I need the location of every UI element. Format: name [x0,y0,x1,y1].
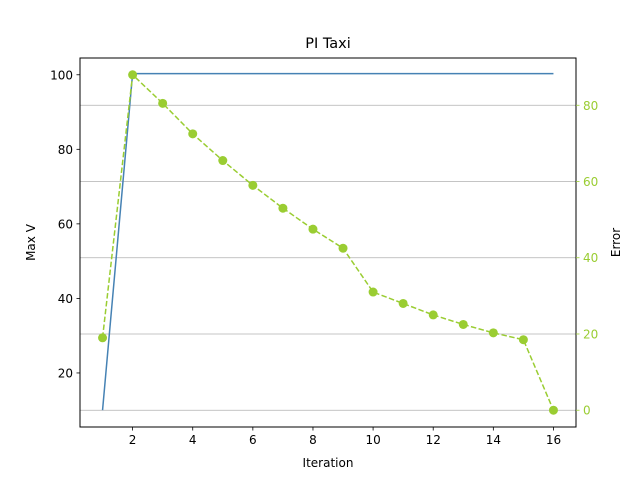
x-axis: 2 4 6 8 10 12 14 16 [129,427,561,447]
data-point-error [398,298,408,308]
series-layer [98,70,558,415]
y2-axis-label: Error [609,228,623,257]
data-point-error [248,180,258,190]
data-point-error [128,70,138,80]
series-line-error [101,74,555,411]
y2-tick-label: 0 [583,404,591,418]
data-point-error [548,405,558,415]
x-axis-label: Iteration [303,456,354,470]
x-tick-label: 8 [309,433,317,447]
data-point-error [218,156,228,166]
x-tick-label: 16 [546,433,561,447]
data-point-error [458,319,468,329]
y-tick-label: 80 [58,143,73,157]
x-tick-label: 14 [486,433,501,447]
x-tick-label: 12 [426,433,441,447]
y-axis-label: Max V [24,223,38,261]
chart-title: PI Taxi [305,36,351,52]
y2-tick-label: 80 [583,99,598,113]
y-tick-label: 60 [58,217,73,231]
plot-frame [79,57,577,428]
x-tick-label: 4 [189,433,197,447]
data-point-error [428,310,438,320]
y2-tick-label: 40 [583,251,598,265]
data-point-error [158,98,168,108]
y-axis-left: 20 40 60 80 100 [50,68,80,380]
y-tick-label: 20 [58,366,73,380]
y-tick-label: 40 [58,292,73,306]
series-line-max-v [101,72,554,411]
y-tick-label: 100 [50,68,73,82]
data-point-error [518,335,528,345]
data-point-error [308,224,318,234]
x-tick-label: 6 [249,433,257,447]
x-tick-label: 2 [129,433,137,447]
data-point-error [278,203,288,213]
data-point-error [98,333,108,343]
data-point-error [368,287,378,297]
data-point-error [488,328,498,338]
data-point-error [188,129,198,139]
y-axis-right: 0 20 40 60 80 [576,99,598,418]
y2-tick-label: 20 [583,327,598,341]
y2-tick-label: 60 [583,175,598,189]
data-point-error [338,243,348,253]
x-tick-label: 10 [365,433,380,447]
